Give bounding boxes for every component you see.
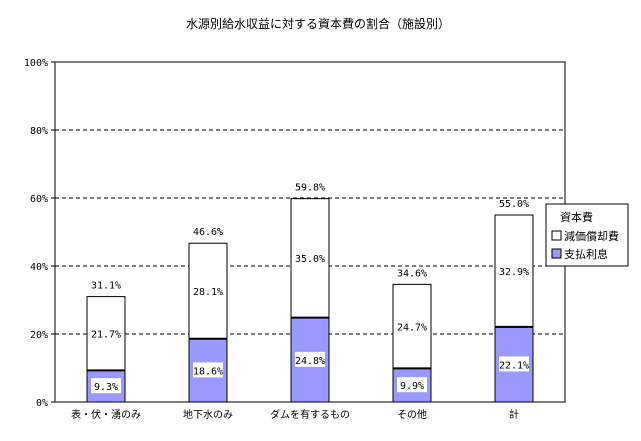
label-layer: 9.3% 21.7% 31.1% 表・伏・湧のみ 18.6% 28.1% 46.6% 地下水の… (71, 183, 529, 421)
data-label-bg (295, 351, 325, 367)
data-label-bg (91, 378, 121, 394)
x-category-label: ダムを有するもの (270, 408, 350, 421)
x-category-label: 表・伏・湧のみ (71, 408, 141, 421)
data-label-depreciation: 21.7% (91, 329, 121, 340)
data-label-bg (193, 282, 223, 298)
data-label-depreciation: 28.1% (193, 287, 223, 298)
y-tick-label: 40% (30, 262, 48, 273)
legend-label-interest: 支払利息 (564, 247, 608, 261)
data-label-bg (499, 262, 529, 278)
y-tick-label: 80% (30, 126, 48, 137)
data-label-interest: 9.9% (400, 381, 424, 392)
data-label-bg (397, 318, 427, 334)
x-category-label: 計 (509, 408, 519, 421)
data-label-depreciation: 24.7% (397, 322, 427, 333)
data-label-total: 31.1% (91, 281, 121, 292)
bar-layer (86, 198, 534, 403)
data-label-bg (397, 377, 427, 393)
legend-title: 資本費 (560, 210, 593, 224)
data-label-interest: 22.1% (499, 360, 529, 371)
data-label-depreciation: 32.9% (499, 267, 529, 278)
legend: 資本費 減価償却費 支払利息 (545, 203, 629, 267)
data-label-interest: 24.8% (295, 356, 325, 367)
data-label-depreciation: 35.0% (295, 254, 325, 265)
data-label-bg (91, 325, 121, 341)
data-label-bg (193, 362, 223, 378)
x-category-label: その他 (397, 408, 427, 421)
y-tick-label: 20% (30, 330, 48, 341)
data-label-bg (499, 356, 529, 372)
data-label-interest: 9.3% (94, 382, 118, 393)
data-label-total: 34.6% (397, 268, 427, 279)
y-tick-label: 100% (24, 58, 48, 69)
chart-title: 水源別給水収益に対する資本費の割合（施設別） (186, 16, 450, 31)
data-label-total: 55.0% (499, 199, 529, 210)
legend-label-depreciation: 減価償却費 (564, 229, 619, 243)
data-label-total: 59.8% (295, 183, 325, 194)
x-category-label: 地下水のみ (183, 408, 233, 421)
legend-swatch-depreciation (551, 230, 562, 241)
data-label-bg (295, 250, 325, 266)
y-tick-label: 60% (30, 194, 48, 205)
legend-swatch-interest (551, 248, 562, 259)
data-label-interest: 18.6% (193, 366, 223, 377)
y-tick-label: 0% (36, 398, 48, 409)
data-label-total: 46.6% (193, 227, 223, 238)
